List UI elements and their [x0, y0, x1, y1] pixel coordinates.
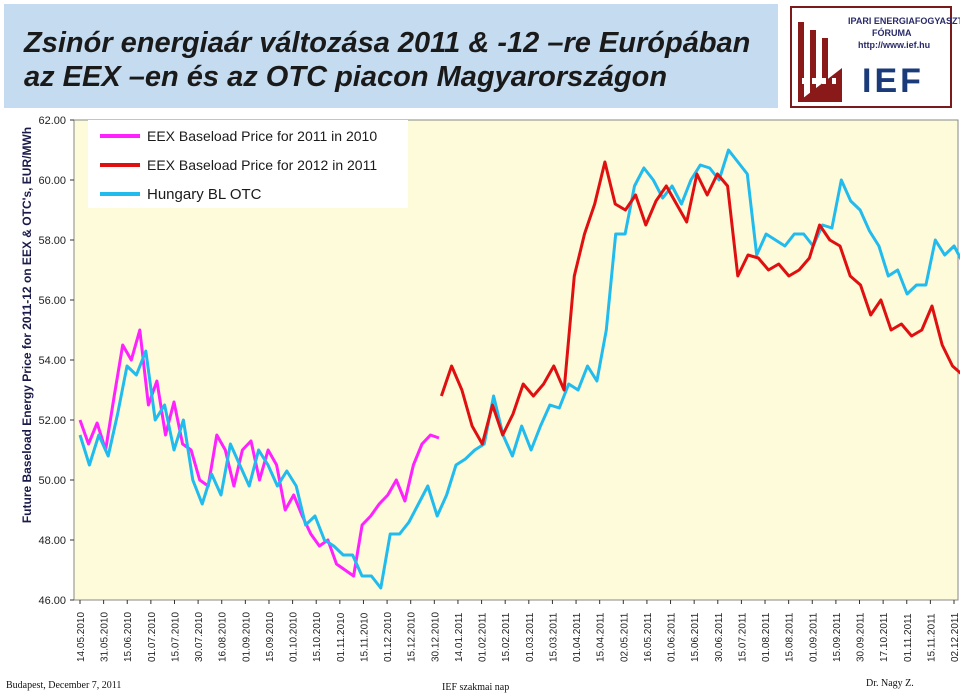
y-tick-label: 50.00: [38, 475, 66, 487]
x-tick-label: 15.08.2011: [785, 612, 796, 662]
x-tick-label: 02.12.2011: [950, 612, 960, 662]
x-tick-label: 01.11.2010: [336, 612, 347, 662]
series-line-3: [78, 148, 960, 590]
logo-line-2: FÓRUMA: [872, 28, 912, 38]
x-tick-label: 30.07.2010: [194, 612, 205, 662]
legend-label-1: EEX Baseload Price for 2011 in 2010: [147, 128, 377, 144]
x-tick-label: 01.07.2010: [147, 612, 158, 662]
x-tick-label: 15.02.2011: [501, 612, 512, 662]
x-tick-label: 15.06.2010: [123, 612, 134, 662]
y-tick-label: 60.00: [38, 175, 66, 187]
x-tick-label: 01.02.2011: [478, 612, 489, 662]
logo-brand: IEF: [862, 62, 924, 100]
series-line-2: [439, 160, 960, 446]
x-tick-label: 30.09.2011: [856, 612, 867, 662]
x-tick-label: 01.03.2011: [525, 612, 536, 662]
x-tick-label: 31.05.2010: [100, 612, 111, 662]
title-line-1: Zsinór energiaár változása 2011 & -12 –r…: [24, 27, 751, 59]
y-tick-label: 48.00: [38, 535, 66, 547]
x-tick-label: 14.01.2011: [454, 612, 465, 662]
x-tick-label: 01.08.2011: [761, 612, 772, 662]
x-tick-label: 01.12.2010: [383, 612, 394, 662]
footer-event: IEF szakmai nap: [442, 682, 510, 693]
logo-line-1: IPARI ENERGIAFOGYASZTÓK: [848, 16, 960, 26]
x-tick-label: 15.03.2011: [548, 612, 559, 662]
x-tick-label: 15.11.2010: [359, 612, 370, 662]
y-tick-label: 46.00: [38, 595, 66, 607]
x-tick-label: 15.04.2011: [596, 612, 607, 662]
x-tick-label: 01.04.2011: [572, 612, 583, 662]
y-tick-label: 54.00: [38, 355, 66, 367]
x-tick-label: 30.12.2010: [430, 612, 441, 662]
x-tick-label: 15.09.2011: [832, 612, 843, 662]
x-tick-label: 01.09.2011: [808, 612, 819, 662]
x-tick-label: 17.10.2011: [879, 612, 890, 662]
x-tick-label: 30.06.2011: [714, 612, 725, 662]
x-tick-label: 14.05.2010: [76, 612, 87, 662]
y-tick-label: 52.00: [38, 415, 66, 427]
logo-url: http://www.ief.hu: [858, 40, 931, 50]
factory-logo-icon: [798, 22, 842, 102]
x-tick-label: 16.08.2010: [218, 612, 229, 662]
x-tick-label: 01.11.2011: [903, 613, 914, 662]
x-tick-label: 16.05.2011: [643, 612, 654, 662]
x-tick-label: 15.06.2011: [690, 612, 701, 662]
legend-label-3: Hungary BL OTC: [147, 186, 262, 203]
y-tick-label: 58.00: [38, 235, 66, 247]
legend-label-2: EEX Baseload Price for 2012 in 2011: [147, 157, 377, 173]
title-line-2: az EEX –en és az OTC piacon Magyarország…: [24, 61, 668, 93]
x-tick-label: 15.07.2010: [170, 612, 181, 662]
y-tick-label: 56.00: [38, 295, 66, 307]
x-tick-label: 15.12.2010: [407, 612, 418, 662]
x-tick-label: 01.09.2010: [241, 612, 252, 662]
x-tick-label: 02.05.2011: [619, 612, 630, 662]
legend-box: [88, 120, 408, 208]
ief-logo: IPARI ENERGIAFOGYASZTÓK FÓRUMA http://ww…: [790, 6, 960, 108]
x-tick-label: 01.10.2010: [289, 612, 300, 662]
title-banner: Zsinór energiaár változása 2011 & -12 –r…: [4, 4, 778, 108]
page-title: Zsinór energiaár változása 2011 & -12 –r…: [24, 26, 750, 94]
series-line-1: [78, 328, 440, 578]
x-tick-label: 15.10.2010: [312, 612, 323, 662]
y-tick-label: 62.00: [38, 115, 66, 127]
x-tick-label: 15.07.2011: [737, 612, 748, 662]
x-tick-label: 15.09.2010: [265, 612, 276, 662]
x-tick-label: 01.06.2011: [667, 612, 678, 662]
footer-location-date: Budapest, December 7, 2011: [6, 680, 122, 691]
footer-author: Dr. Nagy Z.: [866, 678, 914, 689]
x-tick-label: 15.11.2011: [926, 613, 937, 662]
